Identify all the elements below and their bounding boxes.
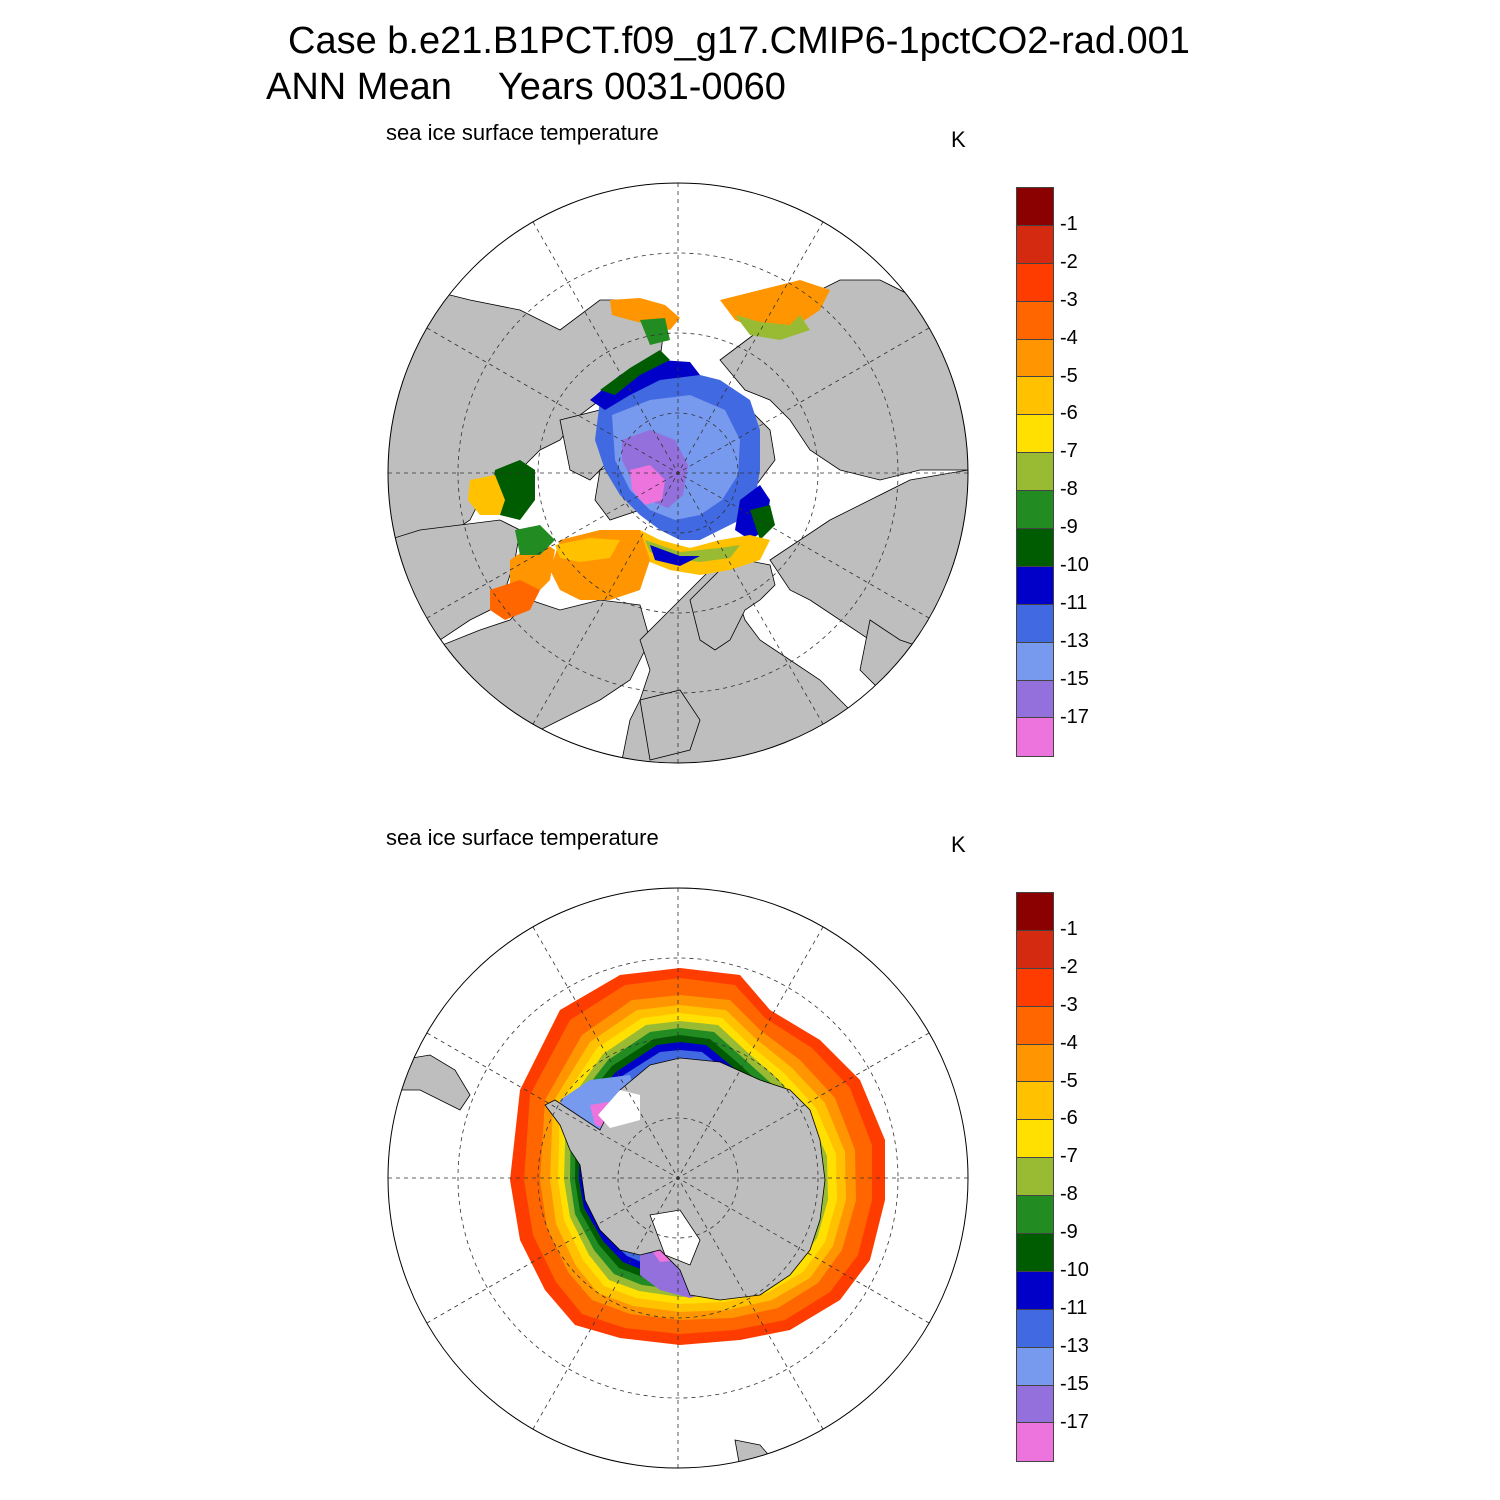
colorbar-south-swatch	[1017, 1309, 1053, 1348]
colorbar-north-tick-label: -4	[1060, 326, 1078, 349]
colorbar-north-tick-label: -17	[1060, 705, 1089, 728]
colorbar-north-tick-label: -13	[1060, 629, 1089, 652]
colorbar-south-swatch	[1017, 968, 1053, 1007]
colorbar-north-swatch	[1017, 566, 1053, 605]
colorbar-south-swatch	[1017, 1347, 1053, 1386]
colorbar-north-tick-label: -1	[1060, 212, 1078, 235]
colorbar-north-swatch	[1017, 604, 1053, 643]
colorbar-south-tick-label: -4	[1060, 1031, 1078, 1054]
colorbar-north-swatch	[1017, 188, 1053, 226]
colorbar-north-tick-label: -5	[1060, 364, 1078, 387]
units-south: K	[951, 832, 966, 857]
colorbar-north-tick-label: -9	[1060, 516, 1078, 539]
colorbar-north-swatch	[1017, 491, 1053, 530]
north-polar-map	[387, 182, 969, 764]
colorbar-north-swatch	[1017, 263, 1053, 302]
colorbar-south-swatch	[1017, 893, 1053, 931]
colorbar-south-tick-label: -2	[1060, 955, 1078, 978]
colorbar-south-tick-label: -10	[1060, 1259, 1089, 1281]
south-polar-map	[387, 887, 969, 1469]
south-america-land	[399, 1054, 471, 1111]
colorbar-south-tick-label: -11	[1060, 1296, 1088, 1319]
south-graticule	[388, 888, 968, 1468]
colorbar-south-swatch	[1017, 1120, 1053, 1159]
colorbar-south-swatch	[1017, 1196, 1053, 1235]
panel-title-north: sea ice surface temperature	[386, 120, 659, 145]
colorbar-north	[1016, 187, 1054, 758]
colorbar-south-tick-label: -1	[1060, 917, 1078, 940]
colorbar-north-tick-label: -3	[1060, 288, 1078, 311]
colorbar-north-tick-label: -8	[1060, 478, 1078, 501]
colorbar-south-tick-label: -13	[1060, 1334, 1089, 1357]
colorbar-south-swatch	[1017, 1423, 1053, 1462]
colorbar-north-tick-label: -10	[1060, 554, 1089, 576]
colorbar-south	[1016, 892, 1054, 1463]
colorbar-south-tick-label: -7	[1060, 1145, 1078, 1168]
colorbar-south-tick-label: -15	[1060, 1372, 1089, 1395]
colorbar-north-tick-label: -11	[1060, 591, 1088, 614]
colorbar-south-swatch	[1017, 1158, 1053, 1197]
colorbar-north-swatch	[1017, 377, 1053, 416]
colorbar-south-tick-label: -6	[1060, 1107, 1078, 1130]
colorbar-south-tick-label: -17	[1060, 1410, 1089, 1433]
north-sea-ice	[468, 280, 830, 620]
colorbar-south-swatch	[1017, 1234, 1053, 1272]
colorbar-north-swatch	[1017, 453, 1053, 492]
colorbar-north-swatch	[1017, 529, 1053, 567]
north-graticule	[388, 183, 968, 763]
colorbar-south-swatch	[1017, 1006, 1053, 1045]
units-north: K	[951, 127, 966, 152]
colorbar-south-swatch	[1017, 1271, 1053, 1310]
colorbar-south-tick-label: -9	[1060, 1221, 1078, 1244]
colorbar-north-swatch	[1017, 680, 1053, 719]
colorbar-north-tick-label: -6	[1060, 402, 1078, 425]
colorbar-north-tick-label: -7	[1060, 440, 1078, 463]
colorbar-north-tick-label: -15	[1060, 667, 1089, 690]
colorbar-north-swatch	[1017, 339, 1053, 378]
colorbar-north-swatch	[1017, 225, 1053, 264]
colorbar-south-tick-label: -5	[1060, 1069, 1078, 1092]
season-label: ANN Mean	[266, 66, 452, 108]
colorbar-south-swatch	[1017, 1044, 1053, 1083]
colorbar-south-swatch	[1017, 1082, 1053, 1121]
colorbar-south-swatch	[1017, 930, 1053, 969]
figure-title: Case b.e21.B1PCT.f09_g17.CMIP6-1pctCO2-r…	[288, 20, 1190, 62]
colorbar-north-tick-label: -2	[1060, 250, 1078, 273]
colorbar-north-swatch	[1017, 642, 1053, 681]
years-label: Years 0031-0060	[497, 66, 786, 108]
colorbar-south-swatch	[1017, 1385, 1053, 1424]
figure-subtitle: ANN Mean Years 0031-0060	[266, 66, 786, 109]
colorbar-south-tick-label: -3	[1060, 993, 1078, 1016]
colorbar-north-swatch	[1017, 415, 1053, 454]
colorbar-south-tick-label: -8	[1060, 1183, 1078, 1206]
colorbar-north-swatch	[1017, 301, 1053, 340]
colorbar-north-swatch	[1017, 718, 1053, 757]
panel-title-south: sea ice surface temperature	[386, 825, 659, 850]
